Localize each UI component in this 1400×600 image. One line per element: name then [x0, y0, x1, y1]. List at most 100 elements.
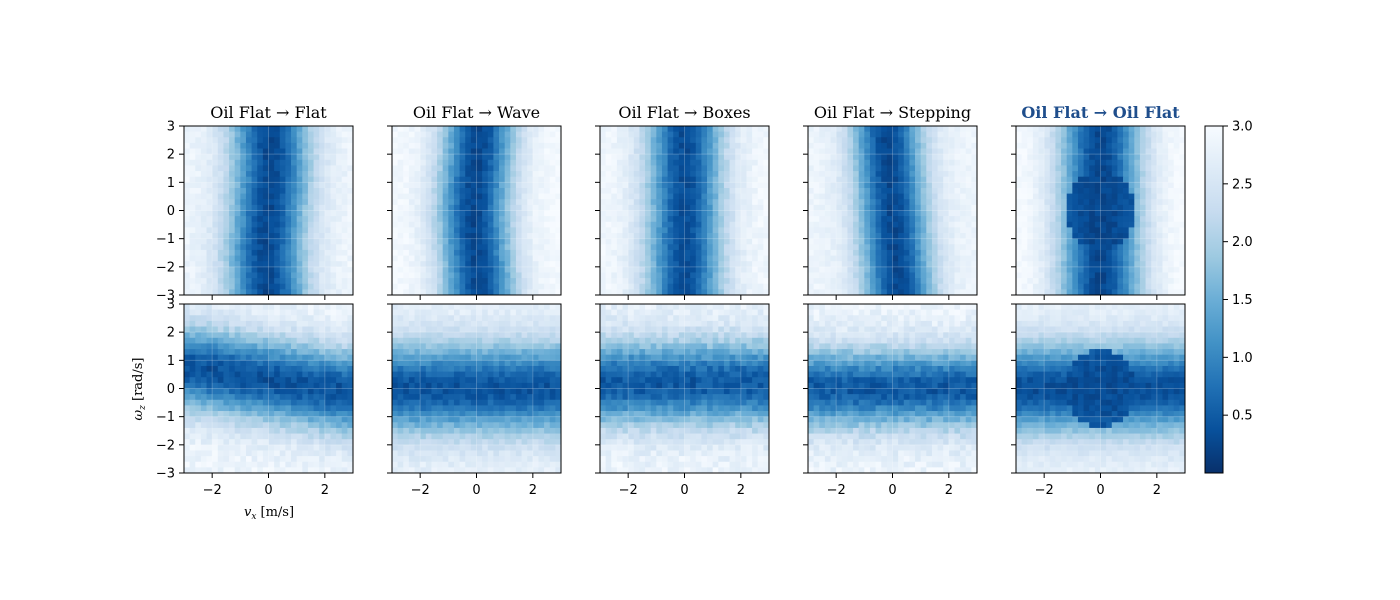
- heatmap-cell: [740, 187, 747, 194]
- heatmap-cell: [223, 249, 230, 256]
- heatmap-cell: [684, 233, 691, 240]
- heatmap-cell: [690, 238, 697, 245]
- heatmap-cell: [291, 255, 298, 262]
- heatmap-cell: [853, 221, 860, 228]
- heatmap-cell: [678, 204, 685, 211]
- heatmap-cell: [1032, 255, 1039, 262]
- heatmap-cell: [493, 176, 500, 183]
- heatmap-cell: [459, 187, 466, 194]
- heatmap-cell: [268, 210, 275, 217]
- heatmap-cell: [257, 309, 264, 316]
- heatmap-cell: [515, 210, 522, 217]
- heatmap-cell: [1134, 193, 1141, 200]
- heatmap-cell: [903, 255, 910, 262]
- heatmap-cell: [684, 249, 691, 256]
- heatmap-cell: [1168, 142, 1175, 149]
- heatmap-cell: [437, 148, 444, 155]
- heatmap-cell: [1134, 126, 1141, 133]
- heatmap-cell: [262, 210, 269, 217]
- heatmap-cell: [408, 255, 415, 262]
- heatmap-cell: [1100, 142, 1107, 149]
- heatmap-cell: [527, 148, 534, 155]
- heatmap-cell: [408, 227, 415, 234]
- heatmap-cell: [1123, 221, 1130, 228]
- heatmap-cell: [476, 154, 483, 161]
- heatmap-cell: [470, 204, 477, 211]
- heatmap-cell: [735, 154, 742, 161]
- heatmap-cell: [476, 126, 483, 133]
- heatmap-cell: [639, 142, 646, 149]
- heatmap-cell: [707, 204, 714, 211]
- heatmap-cell: [718, 154, 725, 161]
- heatmap-cell: [240, 304, 247, 311]
- heatmap-cell: [408, 249, 415, 256]
- heatmap-cell: [476, 182, 483, 189]
- heatmap-cell: [864, 238, 871, 245]
- heatmap-cell: [1061, 233, 1068, 240]
- heatmap-cell: [347, 199, 354, 206]
- heatmap-cell: [864, 193, 871, 200]
- heatmap-cell: [527, 278, 534, 285]
- heatmap-cell: [701, 159, 708, 166]
- heatmap-cell: [611, 289, 618, 296]
- heatmap-cell: [628, 278, 635, 285]
- heatmap-cell: [1173, 255, 1180, 262]
- heatmap-cell: [1117, 221, 1124, 228]
- heatmap-cell: [971, 278, 978, 285]
- heatmap-cell: [1162, 221, 1169, 228]
- heatmap-cell: [746, 165, 753, 172]
- heatmap-cell: [645, 159, 652, 166]
- heatmap-cell: [735, 165, 742, 172]
- heatmap-cell: [1089, 289, 1096, 296]
- heatmap-cell: [1173, 210, 1180, 217]
- heatmap-cell: [616, 131, 623, 138]
- heatmap-cell: [836, 272, 843, 279]
- heatmap-cell: [718, 289, 725, 296]
- heatmap-cell: [701, 187, 708, 194]
- heatmap-cell: [718, 283, 725, 290]
- heatmap-cell: [1055, 216, 1062, 223]
- heatmap-cell: [341, 371, 348, 378]
- heatmap-cell: [875, 187, 882, 194]
- heatmap-cell: [251, 210, 258, 217]
- heatmap-cell: [1032, 171, 1039, 178]
- heatmap-cell: [1134, 221, 1141, 228]
- heatmap-cell: [324, 343, 331, 350]
- heatmap-cell: [808, 142, 815, 149]
- heatmap-cell: [240, 255, 247, 262]
- heatmap-cell: [1038, 159, 1045, 166]
- heatmap-cell: [1089, 238, 1096, 245]
- heatmap-cell: [397, 199, 404, 206]
- heatmap-cell: [684, 227, 691, 234]
- heatmap-cell: [903, 261, 910, 268]
- heatmap-cell: [1061, 238, 1068, 245]
- heatmap-cell: [1094, 210, 1101, 217]
- heatmap-cell: [431, 249, 438, 256]
- heatmap-cell: [291, 171, 298, 178]
- heatmap-cell: [931, 261, 938, 268]
- heatmap-cell: [690, 154, 697, 161]
- heatmap-cell: [1027, 244, 1034, 251]
- heatmap-cell: [223, 309, 230, 316]
- heatmap-cell: [752, 266, 759, 273]
- heatmap-cell: [752, 233, 759, 240]
- heatmap-cell: [1168, 182, 1175, 189]
- heatmap-cell: [217, 349, 224, 356]
- heatmap-cell: [678, 249, 685, 256]
- heatmap-cell: [943, 244, 950, 251]
- heatmap-cell: [824, 171, 831, 178]
- heatmap-cell: [678, 137, 685, 144]
- heatmap-cell: [1123, 154, 1130, 161]
- heatmap-cell: [1117, 266, 1124, 273]
- heatmap-cell: [678, 244, 685, 251]
- heatmap-cell: [605, 216, 612, 223]
- heatmap-cell: [521, 238, 528, 245]
- heatmap-cell: [532, 238, 539, 245]
- heatmap-cell: [330, 199, 337, 206]
- heatmap-cell: [1016, 204, 1023, 211]
- heatmap-cell: [1027, 193, 1034, 200]
- heatmap-cell: [869, 131, 876, 138]
- heatmap-cell: [712, 233, 719, 240]
- heatmap-cell: [307, 199, 314, 206]
- heatmap-cell: [532, 249, 539, 256]
